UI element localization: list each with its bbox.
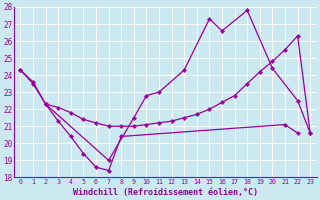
- X-axis label: Windchill (Refroidissement éolien,°C): Windchill (Refroidissement éolien,°C): [73, 188, 258, 197]
